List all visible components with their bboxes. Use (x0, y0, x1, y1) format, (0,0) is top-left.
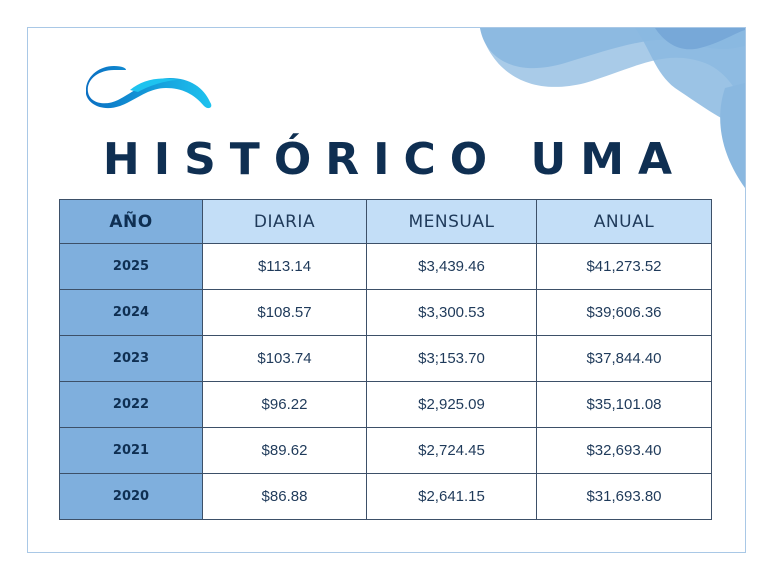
year-cell: 2020 (59, 473, 203, 520)
daily-cell: $103.74 (202, 335, 367, 382)
wave-logo-icon (86, 66, 212, 109)
wave-decoration-icon (480, 28, 745, 188)
year-cell: 2024 (59, 289, 203, 336)
table-row: 2025 $113.14 $3,439.46 $41,273.52 (59, 243, 712, 290)
table-row: 2022 $96.22 $2,925.09 $35,101.08 (59, 381, 712, 428)
uma-card: HISTÓRICO UMA AÑO DIARIA MENSUAL ANUAL 2… (27, 27, 746, 553)
table-row: 2024 $108.57 $3,300.53 $39;606.36 (59, 289, 712, 336)
annual-cell: $31,693.80 (536, 473, 712, 520)
annual-cell: $39;606.36 (536, 289, 712, 336)
column-header-annual: ANUAL (536, 199, 712, 244)
daily-cell: $89.62 (202, 427, 367, 474)
monthly-cell: $2,724.45 (366, 427, 537, 474)
monthly-cell: $2,925.09 (366, 381, 537, 428)
table-row: 2021 $89.62 $2,724.45 $32,693.40 (59, 427, 712, 474)
annual-cell: $35,101.08 (536, 381, 712, 428)
year-cell: 2023 (59, 335, 203, 382)
table-header-row: AÑO DIARIA MENSUAL ANUAL (59, 199, 712, 244)
page-title: HISTÓRICO UMA (102, 134, 687, 185)
monthly-cell: $2,641.15 (366, 473, 537, 520)
column-header-year: AÑO (59, 199, 203, 244)
column-header-monthly: MENSUAL (366, 199, 537, 244)
year-cell: 2022 (59, 381, 203, 428)
annual-cell: $32,693.40 (536, 427, 712, 474)
monthly-cell: $3;153.70 (366, 335, 537, 382)
monthly-cell: $3,439.46 (366, 243, 537, 290)
table-row: 2020 $86.88 $2,641.15 $31,693.80 (59, 473, 712, 520)
daily-cell: $86.88 (202, 473, 367, 520)
uma-history-table: AÑO DIARIA MENSUAL ANUAL 2025 $113.14 $3… (59, 199, 712, 520)
daily-cell: $108.57 (202, 289, 367, 336)
year-cell: 2021 (59, 427, 203, 474)
column-header-daily: DIARIA (202, 199, 367, 244)
monthly-cell: $3,300.53 (366, 289, 537, 336)
daily-cell: $96.22 (202, 381, 367, 428)
year-cell: 2025 (59, 243, 203, 290)
table-row: 2023 $103.74 $3;153.70 $37,844.40 (59, 335, 712, 382)
annual-cell: $37,844.40 (536, 335, 712, 382)
daily-cell: $113.14 (202, 243, 367, 290)
annual-cell: $41,273.52 (536, 243, 712, 290)
